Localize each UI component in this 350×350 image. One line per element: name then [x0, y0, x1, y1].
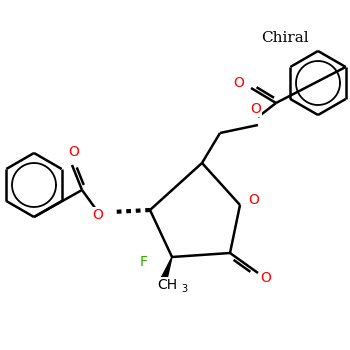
Text: F: F: [140, 255, 148, 269]
Text: O: O: [251, 102, 261, 116]
Polygon shape: [161, 257, 172, 280]
Text: CH: CH: [157, 278, 177, 292]
Text: O: O: [92, 208, 104, 222]
Text: O: O: [260, 271, 272, 285]
Text: O: O: [69, 145, 79, 159]
Text: O: O: [248, 193, 259, 207]
Text: O: O: [233, 76, 244, 90]
Text: 3: 3: [181, 284, 187, 294]
Text: Chiral: Chiral: [261, 31, 309, 45]
